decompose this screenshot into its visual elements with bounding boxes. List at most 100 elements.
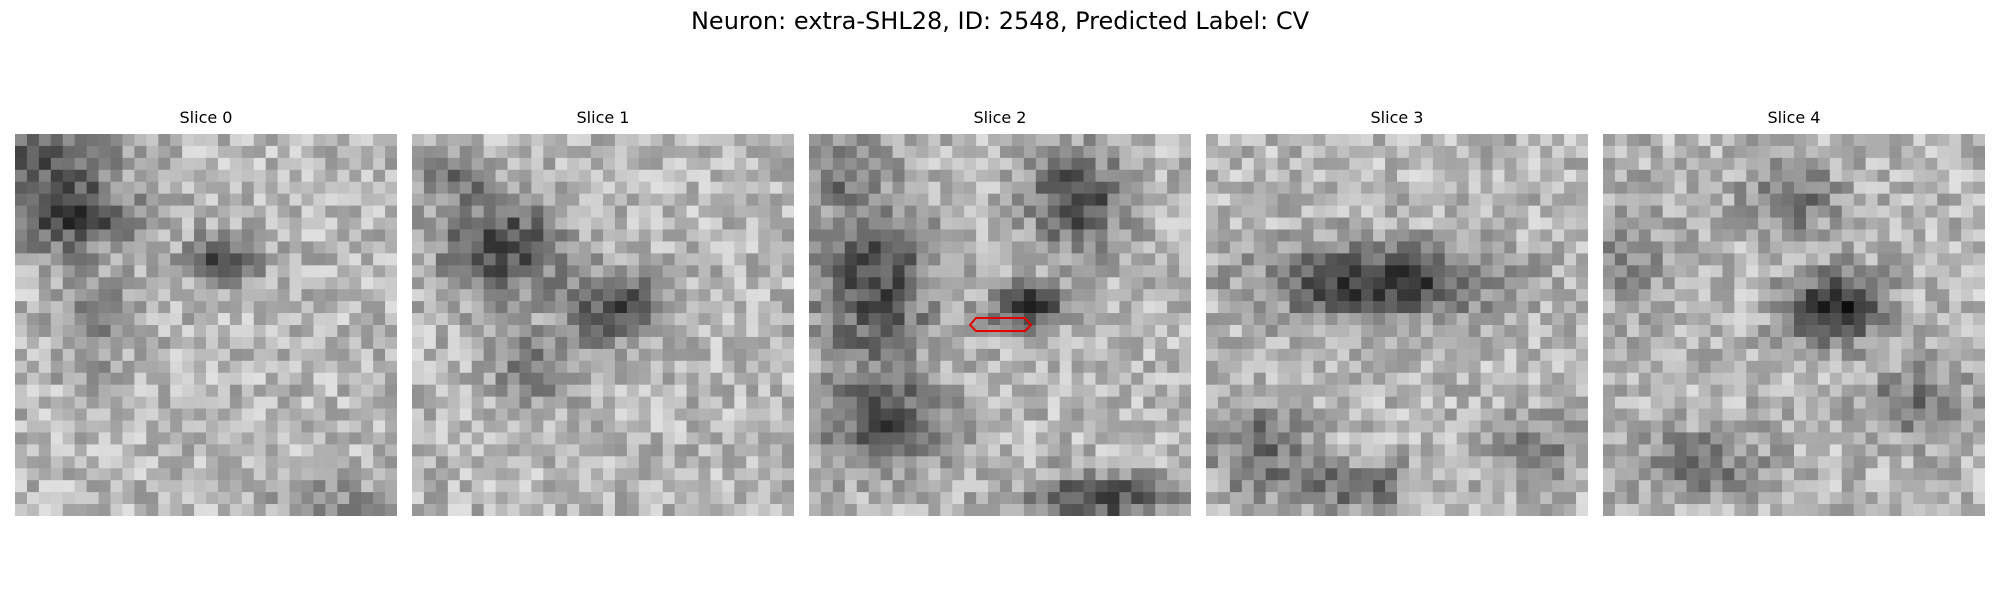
image-pixel bbox=[373, 408, 386, 421]
image-pixel bbox=[1337, 217, 1350, 230]
image-pixel bbox=[435, 432, 449, 445]
image-pixel bbox=[182, 241, 195, 254]
image-pixel bbox=[916, 145, 929, 159]
image-pixel bbox=[892, 468, 905, 481]
image-pixel bbox=[531, 336, 544, 350]
image-pixel bbox=[698, 301, 711, 314]
image-pixel bbox=[1722, 396, 1735, 409]
image-pixel bbox=[531, 325, 544, 338]
image-pixel bbox=[1206, 348, 1219, 362]
image-pixel bbox=[38, 504, 52, 516]
image-pixel bbox=[1650, 134, 1664, 147]
image-pixel bbox=[1107, 468, 1120, 481]
image-pixel bbox=[1011, 169, 1025, 183]
image-pixel bbox=[1662, 277, 1676, 290]
image-pixel bbox=[928, 348, 941, 362]
image-pixel bbox=[1313, 217, 1326, 230]
image-pixel bbox=[964, 504, 977, 516]
image-pixel bbox=[809, 348, 822, 362]
image-pixel bbox=[507, 348, 520, 362]
image-pixel bbox=[1865, 372, 1878, 386]
image-pixel bbox=[1805, 408, 1819, 421]
image-pixel bbox=[1253, 456, 1267, 469]
image-pixel bbox=[62, 468, 76, 481]
image-pixel bbox=[698, 420, 711, 433]
image-pixel bbox=[1540, 205, 1553, 218]
image-pixel bbox=[1686, 265, 1699, 278]
image-pixel bbox=[1241, 134, 1255, 147]
image-pixel bbox=[1373, 301, 1386, 314]
image-pixel bbox=[325, 408, 338, 421]
image-pixel bbox=[1035, 336, 1049, 350]
image-pixel bbox=[591, 492, 604, 505]
image-pixel bbox=[1119, 432, 1132, 445]
image-pixel bbox=[758, 313, 771, 326]
image-pixel bbox=[1638, 193, 1652, 207]
image-pixel bbox=[868, 468, 882, 481]
image-pixel bbox=[110, 289, 123, 302]
image-pixel bbox=[122, 241, 135, 254]
image-pixel bbox=[122, 480, 135, 493]
image-pixel bbox=[1853, 384, 1867, 398]
image-pixel bbox=[710, 169, 723, 183]
image-pixel bbox=[650, 456, 664, 469]
image-pixel bbox=[1817, 205, 1831, 218]
image-pixel bbox=[579, 134, 592, 147]
image-pixel bbox=[746, 169, 759, 183]
image-pixel bbox=[674, 265, 687, 278]
image-pixel bbox=[1817, 217, 1831, 230]
image-pixel bbox=[662, 253, 676, 266]
image-pixel bbox=[15, 336, 28, 350]
image-pixel bbox=[1119, 169, 1132, 183]
image-pixel bbox=[519, 384, 532, 398]
image-pixel bbox=[1456, 504, 1470, 516]
image-pixel bbox=[483, 325, 496, 338]
image-pixel bbox=[337, 492, 350, 505]
image-pixel bbox=[1925, 157, 1938, 171]
image-pixel bbox=[182, 408, 195, 421]
image-pixel bbox=[229, 253, 243, 266]
image-pixel bbox=[361, 456, 374, 469]
image-pixel bbox=[447, 134, 461, 147]
image-pixel bbox=[1638, 408, 1652, 421]
image-pixel bbox=[313, 277, 326, 290]
image-pixel bbox=[146, 313, 159, 326]
image-pixel bbox=[591, 181, 604, 195]
image-pixel bbox=[1337, 193, 1350, 207]
image-pixel bbox=[1480, 360, 1493, 374]
image-pixel bbox=[1408, 301, 1422, 314]
image-pixel bbox=[1528, 372, 1541, 386]
image-pixel bbox=[1662, 205, 1676, 218]
image-pixel bbox=[1011, 157, 1025, 171]
image-pixel bbox=[447, 408, 461, 421]
image-pixel bbox=[1253, 157, 1267, 171]
image-pixel bbox=[325, 157, 338, 171]
image-pixel bbox=[1047, 360, 1061, 374]
image-pixel bbox=[579, 372, 592, 386]
image-pixel bbox=[964, 181, 977, 195]
image-pixel bbox=[122, 313, 135, 326]
image-pixel bbox=[1829, 432, 1843, 445]
image-pixel bbox=[820, 504, 834, 516]
image-pixel bbox=[1961, 420, 1974, 433]
image-pixel bbox=[1698, 325, 1711, 338]
image-pixel bbox=[614, 408, 628, 421]
image-pixel bbox=[435, 468, 449, 481]
image-pixel bbox=[74, 157, 88, 171]
image-pixel bbox=[194, 348, 207, 362]
image-pixel bbox=[1817, 169, 1831, 183]
image-pixel bbox=[38, 301, 52, 314]
image-pixel bbox=[904, 432, 917, 445]
image-pixel bbox=[1865, 157, 1878, 171]
image-pixel bbox=[1420, 372, 1434, 386]
image-pixel bbox=[1420, 181, 1434, 195]
image-pixel bbox=[1179, 325, 1191, 338]
image-pixel bbox=[1540, 384, 1553, 398]
image-pixel bbox=[1758, 205, 1771, 218]
image-pixel bbox=[182, 145, 195, 159]
image-pixel bbox=[1373, 336, 1386, 350]
image-pixel bbox=[698, 456, 711, 469]
image-pixel bbox=[1131, 492, 1144, 505]
image-pixel bbox=[758, 348, 771, 362]
image-pixel bbox=[1480, 217, 1493, 230]
